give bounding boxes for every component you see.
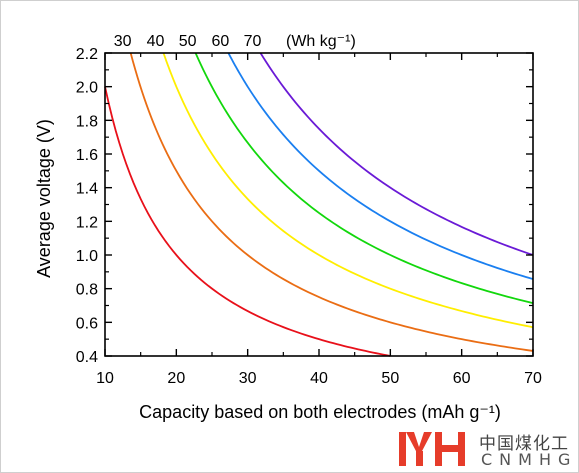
x-tick-label: 60 [453, 370, 471, 387]
x-tick-label: 50 [381, 370, 399, 387]
ticks-layer [104, 52, 534, 357]
labels-layer: 10 20 30 40 50 60 70 0.4 0.6 0.8 1.0 1.2 1.4 1.6 1.8 2.… [76, 33, 542, 387]
x-tick-label: 30 [239, 370, 257, 387]
series-line-20 [104, 86, 391, 357]
curve-label-70: 70 [244, 33, 262, 50]
y-tick-label: 1.6 [76, 147, 98, 164]
x-axis-title: Capacity based on both electrodes (mAh g… [139, 402, 501, 422]
y-tick-label: 0.4 [76, 349, 98, 366]
y-tick-label: 1.8 [76, 113, 98, 130]
x-tick-label: 40 [310, 370, 328, 387]
series-line-30 [129, 52, 534, 352]
curve-label-50: 50 [179, 33, 197, 50]
y-tick-label: 2.0 [76, 80, 98, 97]
x-tick-label: 10 [96, 370, 114, 387]
series-line-40 [162, 52, 534, 329]
curve-unit-label: (Wh kg⁻¹) [286, 33, 356, 50]
x-tick-label: 20 [167, 370, 185, 387]
curve-label-60: 60 [212, 33, 230, 50]
y-tick-label: 1.2 [76, 214, 98, 231]
y-tick-label: 1.4 [76, 181, 98, 198]
series-line-60 [227, 52, 534, 280]
x-tick-label: 70 [524, 370, 542, 387]
y-axis-title: Average voltage (V) [34, 119, 54, 278]
watermark-english-text: CNMHG [481, 450, 578, 469]
watermark-logo-icon [399, 432, 465, 466]
watermark: 中国煤化工 CNMHG [397, 429, 573, 469]
y-tick-label: 1.0 [76, 248, 98, 265]
curve-label-40: 40 [147, 33, 165, 50]
curve-label-30: 30 [114, 33, 132, 50]
y-tick-label: 2.2 [76, 46, 98, 63]
y-tick-label: 0.6 [76, 315, 98, 332]
series-line-70 [259, 52, 534, 256]
watermark-chinese-text: 中国煤化工 [479, 434, 569, 454]
y-tick-label: 0.8 [76, 282, 98, 299]
series-line-50 [194, 52, 534, 305]
curves-layer [104, 52, 534, 357]
plot-frame [104, 52, 534, 357]
